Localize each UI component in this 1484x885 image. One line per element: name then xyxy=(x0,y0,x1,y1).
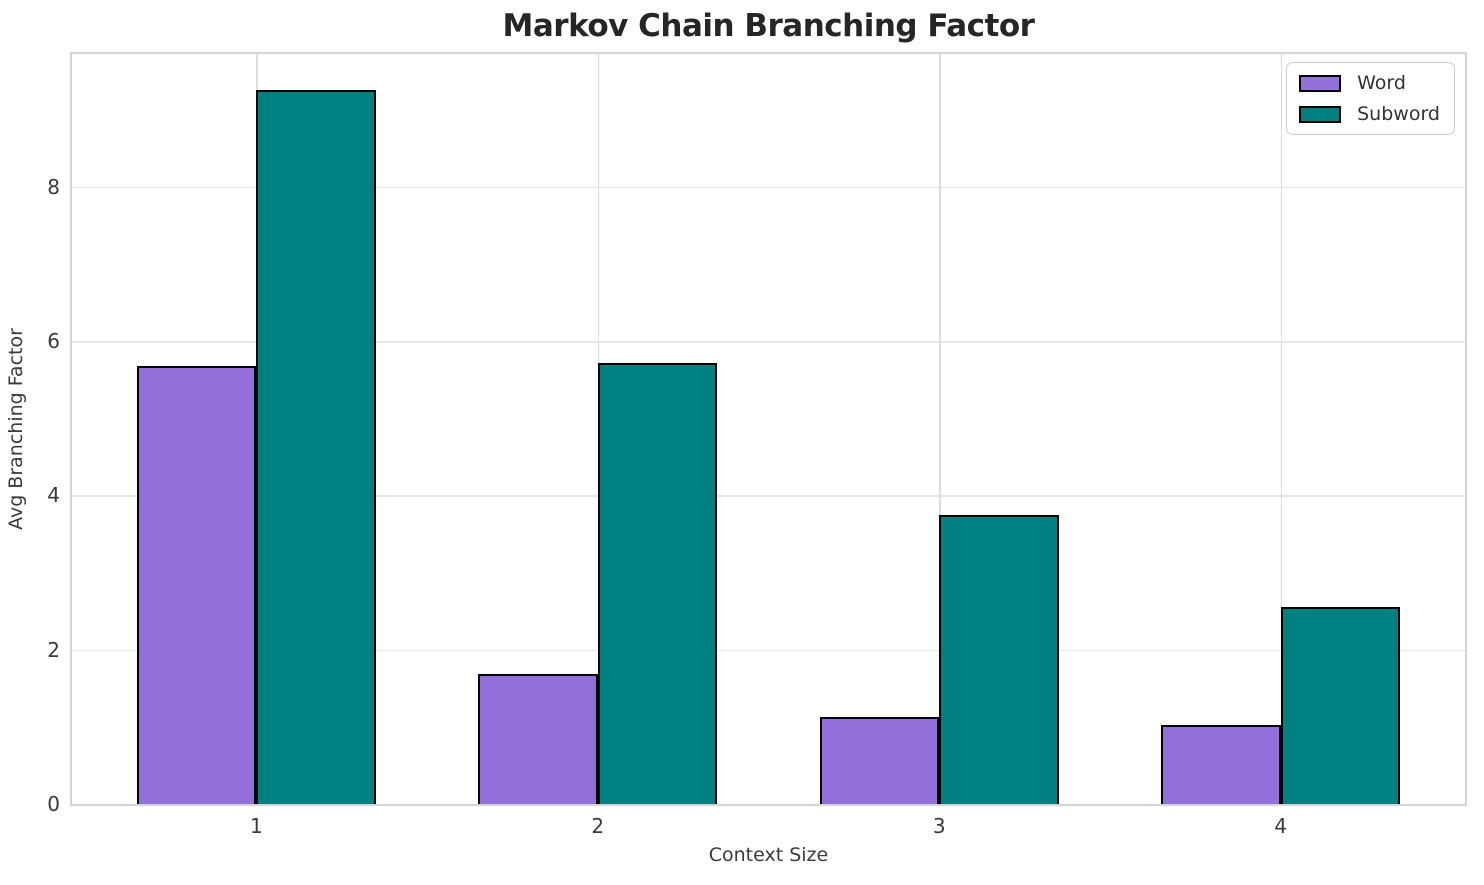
x-axis-label: Context Size xyxy=(708,844,829,866)
gridline-v-4 xyxy=(1280,54,1283,804)
bar-word-4 xyxy=(1161,725,1281,804)
y-tick-label-4: 4 xyxy=(47,483,60,508)
bar-subword-2 xyxy=(597,363,718,804)
gridline-h-6 xyxy=(72,341,1465,343)
bar-subword-3 xyxy=(939,515,1059,804)
x-tick-label-2: 2 xyxy=(591,814,605,838)
x-tick-label-1: 1 xyxy=(249,814,263,838)
word-swatch-icon xyxy=(1299,74,1342,92)
bar-subword-1 xyxy=(256,90,376,804)
x-tick-label-4: 4 xyxy=(1274,814,1287,838)
gridline-h-8 xyxy=(72,186,1465,189)
y-tick-label-2: 2 xyxy=(47,637,60,662)
x-tick-label-3: 3 xyxy=(932,814,946,838)
legend-label-word: Word xyxy=(1357,72,1406,94)
bar-word-1 xyxy=(136,365,257,804)
bar-subword-4 xyxy=(1280,607,1401,804)
gridline-h-2 xyxy=(72,649,1465,652)
chart-title: Markov Chain Branching Factor xyxy=(502,8,1035,44)
y-tick-label-6: 6 xyxy=(47,329,60,354)
bar-word-3 xyxy=(819,716,940,804)
y-tick-label-8: 8 xyxy=(47,174,60,199)
plot-area: 0 2 4 6 8 1 2 3 4 Word Subword xyxy=(47,52,1467,838)
subword-swatch-icon xyxy=(1299,105,1342,123)
y-tick-label-0: 0 xyxy=(47,792,60,816)
bar-word-2 xyxy=(478,673,598,804)
legend-label-subword: Subword xyxy=(1357,103,1440,125)
y-axis-label: Avg Branching Factor xyxy=(5,328,27,530)
gridline-h-4 xyxy=(72,495,1465,497)
legend-item-word: Word xyxy=(1299,72,1440,94)
gridline-v-3 xyxy=(939,54,941,804)
legend: Word Subword xyxy=(1286,62,1455,135)
legend-item-subword: Subword xyxy=(1299,103,1440,125)
